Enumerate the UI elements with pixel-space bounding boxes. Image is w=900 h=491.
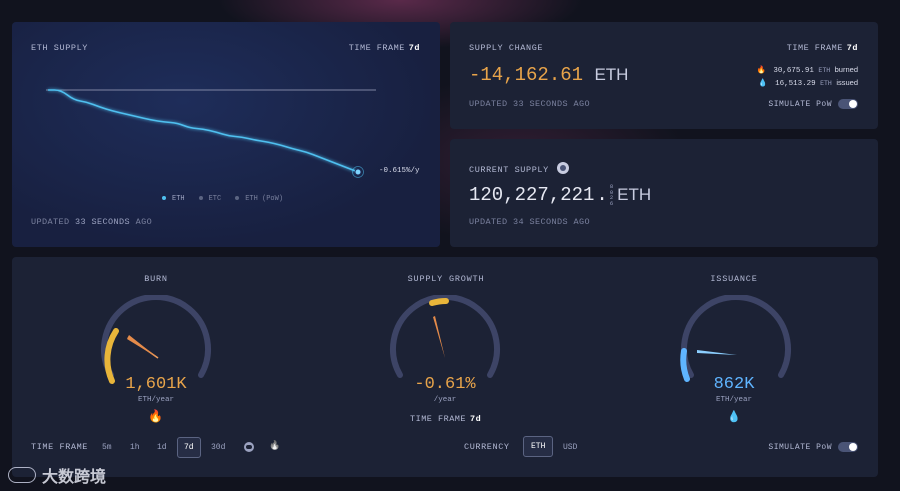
growth-time-frame[interactable]: TIME FRAME 7d (410, 414, 482, 424)
supply-change-card: SUPPLY CHANGE TIME FRAME 7d -14,162.61 ET… (450, 22, 878, 129)
simulate-pow-switch[interactable] (838, 442, 858, 452)
eth-supply-end-label: -0.615%/y (379, 167, 420, 175)
burn-value: 1,601K (125, 375, 187, 394)
time-frame-1h[interactable]: 1h (130, 443, 140, 452)
simulate-pow-toggle-bottom[interactable]: SIMULATE PoW (768, 442, 858, 452)
issuance-value: 862K (713, 375, 755, 394)
water-drop-icon: 💧 (727, 411, 741, 423)
supply-change-value: -14,162.61 ETH (469, 64, 629, 86)
time-frame-5m[interactable]: 5m (102, 443, 112, 452)
watermark-logo (8, 467, 36, 483)
burn-gauge-fill (104, 328, 119, 384)
burn-since-icon[interactable]: 🔥 (269, 440, 281, 450)
time-frame-selector: TIME FRAME (31, 442, 89, 452)
currency-eth[interactable]: ETH (523, 436, 554, 457)
supply-decimals: 8 0 2 6 (609, 183, 614, 207)
issuance-gauge-needle (697, 350, 737, 355)
growth-gauge (390, 295, 500, 378)
eth-series-end-point (354, 168, 362, 176)
time-frame-30d[interactable]: 30d (211, 443, 226, 452)
issuance-gauge-title: ISSUANCE (710, 274, 758, 284)
issuance-gauge-fill (680, 348, 690, 382)
current-supply-card: CURRENT SUPPLY 120,227,221 . 8 0 2 6 ETH… (450, 139, 878, 247)
eth-series-end-ring (352, 166, 364, 178)
current-supply-updated: UPDATED 34 SECONDS AGO (469, 217, 591, 227)
watermark: 大数跨境 (8, 463, 106, 487)
burn-gauge-title: BURN (144, 274, 168, 284)
time-frame-7d[interactable]: 7d (177, 437, 201, 458)
supply-change-label: SUPPLY CHANGE (469, 43, 544, 53)
growth-gauge-track (390, 295, 500, 378)
burn-unit: ETH/year (137, 396, 174, 404)
growth-unit: /year (433, 396, 457, 404)
chart-legend: ETH ETC ETH (PoW) (162, 195, 283, 203)
burned-row: 🔥 30,675.91 ETH burned (756, 65, 858, 75)
supply-change-time-frame[interactable]: TIME FRAME 7d (786, 43, 858, 53)
eth-series-line (48, 89, 359, 173)
fire-icon: 🔥 (148, 409, 163, 423)
fire-icon: 🔥 (756, 67, 766, 75)
issuance-gauge-track (681, 295, 791, 378)
eth-supply-label: ETH SUPPLY (31, 43, 89, 53)
simulate-pow-switch[interactable] (838, 99, 858, 109)
eth-supply-chart (46, 89, 376, 178)
growth-value: -0.61% (414, 375, 476, 394)
currency-usd[interactable]: USD (563, 443, 578, 452)
time-frame-1d[interactable]: 1d (157, 443, 167, 452)
water-drop-icon: 💧 (758, 80, 768, 88)
merge-icon[interactable] (244, 442, 254, 452)
eth-supply-card: ETH SUPPLY TIME FRAME 7d -0.615%/y ETH ET… (12, 22, 440, 247)
legend-item-eth-pow[interactable]: ETH (PoW) (235, 195, 283, 203)
gauges-card: BURN 1,601K ETH/year 🔥 SUPPLY GROWTH -0.… (12, 257, 878, 477)
legend-item-etc[interactable]: ETC (198, 195, 221, 203)
current-supply-header: CURRENT SUPPLY (469, 159, 570, 177)
currency-label: CURRENCY (464, 442, 510, 452)
issuance-gauge (680, 295, 791, 382)
eth-coin-icon (557, 161, 570, 174)
issued-row: 💧 16,513.29 ETH issued (758, 78, 858, 88)
legend-item-eth[interactable]: ETH (162, 195, 185, 203)
eth-supply-updated: UPDATED 33 SECONDS AGO (31, 217, 153, 227)
supply-change-updated: UPDATED 33 SECONDS AGO (469, 99, 591, 109)
growth-gauge-needle (433, 316, 445, 358)
simulate-pow-toggle-top[interactable]: SIMULATE PoW (768, 99, 858, 109)
growth-gauge-fill (429, 298, 449, 306)
current-supply-value: 120,227,221 . 8 0 2 6 ETH (469, 183, 652, 207)
burn-gauge (101, 295, 211, 384)
eth-supply-time-frame[interactable]: TIME FRAME 7d (348, 43, 420, 53)
issuance-unit: ETH/year (715, 396, 752, 404)
growth-gauge-title: SUPPLY GROWTH (407, 274, 485, 284)
burn-gauge-track (101, 295, 211, 378)
